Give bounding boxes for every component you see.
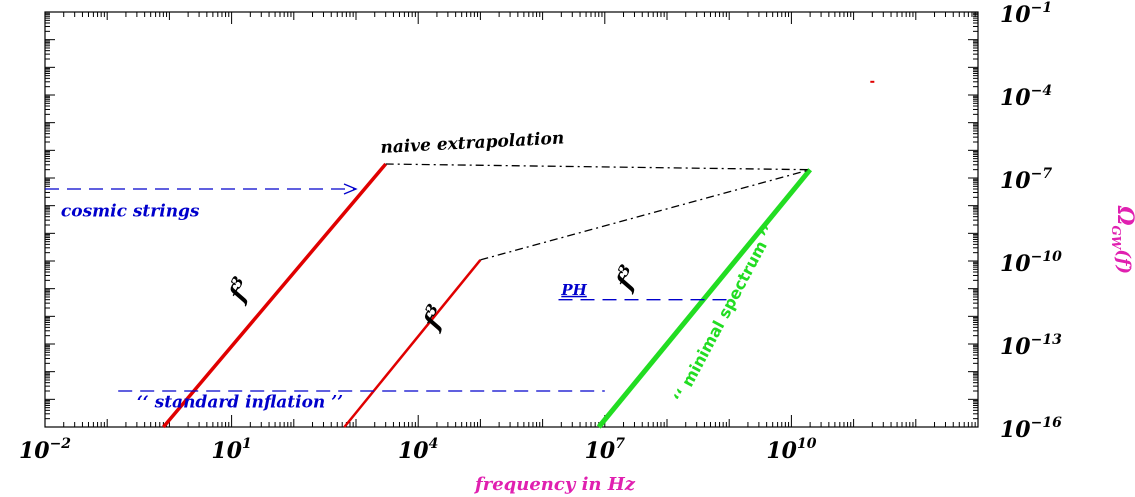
f3-label-2: f3 — [415, 301, 452, 336]
svg-text:ΩGW(f): ΩGW(f) — [1109, 205, 1135, 274]
x-tick-labels: 10−2 101 104 107 1010 — [19, 436, 817, 464]
annotation-1: naive extrapolation — [380, 128, 565, 158]
series-line-3 — [596, 168, 813, 429]
series-layer — [45, 80, 875, 429]
y-axis-label: ΩGW(f) — [1109, 205, 1135, 274]
y-tick-label-5: 10−13 — [1000, 332, 1062, 360]
annotation-3: ‘‘ standard inflation ’’ — [137, 393, 343, 413]
minor-ticks — [44, 12, 978, 428]
x-axis-label: frequency in Hz — [473, 474, 636, 495]
y-axis-label-sub: GW — [1109, 226, 1123, 251]
series-line-1 — [162, 162, 388, 429]
y-tick-label-3: 10−7 — [1000, 166, 1052, 194]
series-line-5 — [480, 169, 811, 261]
f3-label-1: f3 — [221, 273, 258, 308]
x-tick-label-2: 101 — [211, 436, 251, 464]
annotation-4: PH — [560, 281, 587, 299]
y-axis-label-omega: Ω — [1112, 205, 1135, 226]
y-tick-label-1: 10−1 — [1000, 0, 1052, 28]
series-line-2 — [343, 259, 482, 428]
x-tick-label-4: 107 — [585, 436, 626, 464]
f3-label-3: f3 — [608, 261, 645, 296]
annotation-2: cosmic strings — [61, 202, 200, 222]
x-tick-label-1: 10−2 — [19, 436, 71, 464]
y-tick-label-2: 10−4 — [1000, 83, 1052, 111]
x-tick-label-5: 1010 — [766, 436, 816, 464]
annotations: naive extrapolation cosmic strings ‘‘ stan… — [61, 128, 779, 412]
x-tick-label-3: 104 — [398, 436, 438, 464]
cosmic-strings-arrowhead — [343, 183, 358, 195]
plot-frame — [44, 11, 979, 428]
y-tick-label-6: 10−16 — [1000, 415, 1062, 443]
y-tick-label-4: 10−10 — [1000, 249, 1062, 277]
annotation-5: ‘‘ minimal spectrum ’’ — [669, 222, 779, 406]
y-axis-label-suffix: (f) — [1113, 249, 1134, 274]
series-line-4 — [385, 163, 811, 171]
y-tick-labels: 10−1 10−4 10−7 10−10 10−13 10−16 — [1000, 0, 1062, 443]
